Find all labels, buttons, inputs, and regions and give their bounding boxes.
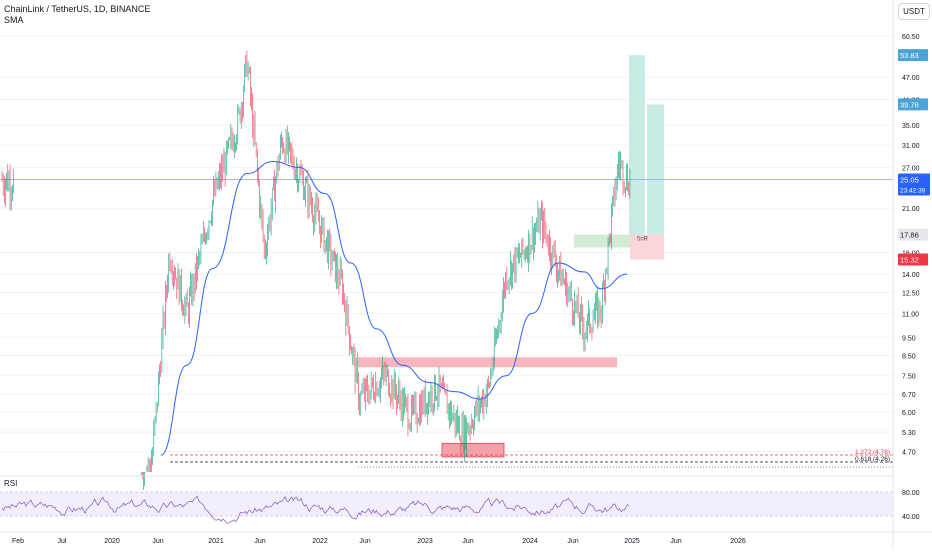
rsi-pane: RSI	[0, 475, 893, 524]
price-tick: 6.00	[902, 410, 916, 417]
current-price-badge	[898, 173, 930, 196]
price-tick: 8.50	[902, 353, 916, 360]
price-badge-text: 17.86	[900, 231, 919, 240]
rsi-title: RSI	[4, 479, 17, 488]
fib-levels[interactable]: 1.272 (4.78)0.618 (4.26)	[170, 449, 893, 468]
time-axis[interactable]: Feb Jul 2020 Jun 2021 Jun 2022 Jun 2023 Jun 2024 Ju…	[0, 531, 932, 545]
countdown-text: 23:42:39	[900, 188, 926, 195]
price-tick: 14.00	[902, 272, 920, 279]
stop-zone[interactable]	[630, 234, 664, 260]
price-badge	[898, 228, 928, 241]
current-price-text: 25.05	[900, 176, 919, 185]
chart-legend: ChainLink / TetherUS, 1D, BINANCE SMA	[4, 4, 150, 26]
time-tick: Feb	[12, 538, 24, 545]
target-zone-2[interactable]	[647, 104, 664, 235]
rsi-band	[0, 492, 893, 516]
fib-label: 1.272 (4.78)	[855, 449, 890, 456]
time-tick: Jun	[254, 538, 265, 545]
price-tick: 6.70	[902, 392, 916, 399]
price-badge-text: 53.83	[900, 51, 919, 60]
time-tick: 2020	[104, 538, 120, 545]
currency-button[interactable]: USDT	[898, 3, 930, 20]
price-tick: 21.00	[902, 206, 920, 213]
price-tick: 60.50	[902, 34, 920, 41]
time-tick: Jun	[462, 538, 473, 545]
time-tick: 2022	[312, 538, 328, 545]
price-badge-text: 15.32	[900, 256, 919, 265]
price-tick: 9.50	[902, 335, 916, 342]
time-tick: 2025	[624, 538, 640, 545]
time-tick: Jun	[359, 538, 370, 545]
fib-label: 0.618 (4.26)	[855, 456, 890, 463]
target-zone-1[interactable]	[629, 55, 645, 235]
price-tick: 7.50	[902, 374, 916, 381]
candles	[1, 50, 631, 491]
entry-zone[interactable]	[574, 234, 630, 248]
time-tick: 2024	[522, 538, 538, 545]
rsi-line	[1, 495, 630, 524]
price-tick: 27.00	[902, 165, 920, 172]
price-tick: 47.00	[902, 75, 920, 82]
price-tick: 35.00	[902, 123, 920, 130]
time-tick: 2026	[730, 538, 746, 545]
time-tick: Jun	[670, 538, 681, 545]
rsi-tick: 80.00	[902, 490, 920, 497]
symbol-title[interactable]: ChainLink / TetherUS, 1D, BINANCE	[4, 4, 151, 14]
price-badge-text: 39.76	[900, 100, 919, 109]
price-badge	[898, 49, 928, 62]
price-badge	[898, 253, 928, 266]
time-tick: 2021	[208, 538, 224, 545]
price-tick: 31.00	[902, 143, 920, 150]
price-axis[interactable]: 60.5047.0041.0035.0031.0027.0021.0016.00…	[892, 0, 920, 550]
price-tick: 4.70	[902, 450, 916, 457]
price-tick: 11.00	[902, 311, 919, 318]
price-axis-labels: 53.83 39.76 17.86 15.32 25.05 23:42:39	[898, 49, 930, 266]
time-tick: Jun	[152, 538, 163, 545]
support-zone[interactable]	[358, 357, 617, 368]
demand-zone[interactable]	[441, 442, 505, 458]
zone-label: 5nR	[637, 237, 649, 243]
rsi-tick: 40.00	[902, 514, 920, 521]
time-tick: Jun	[567, 538, 578, 545]
price-badge	[898, 98, 928, 111]
price-tick: 5.30	[902, 430, 916, 437]
time-tick: 2023	[417, 538, 433, 545]
sma-legend[interactable]: SMA	[4, 15, 24, 25]
drawing-zones[interactable]: 5nR	[358, 55, 664, 458]
sma-line	[160, 160, 628, 456]
time-tick: Jul	[58, 538, 67, 545]
price-tick: 12.50	[902, 291, 920, 298]
